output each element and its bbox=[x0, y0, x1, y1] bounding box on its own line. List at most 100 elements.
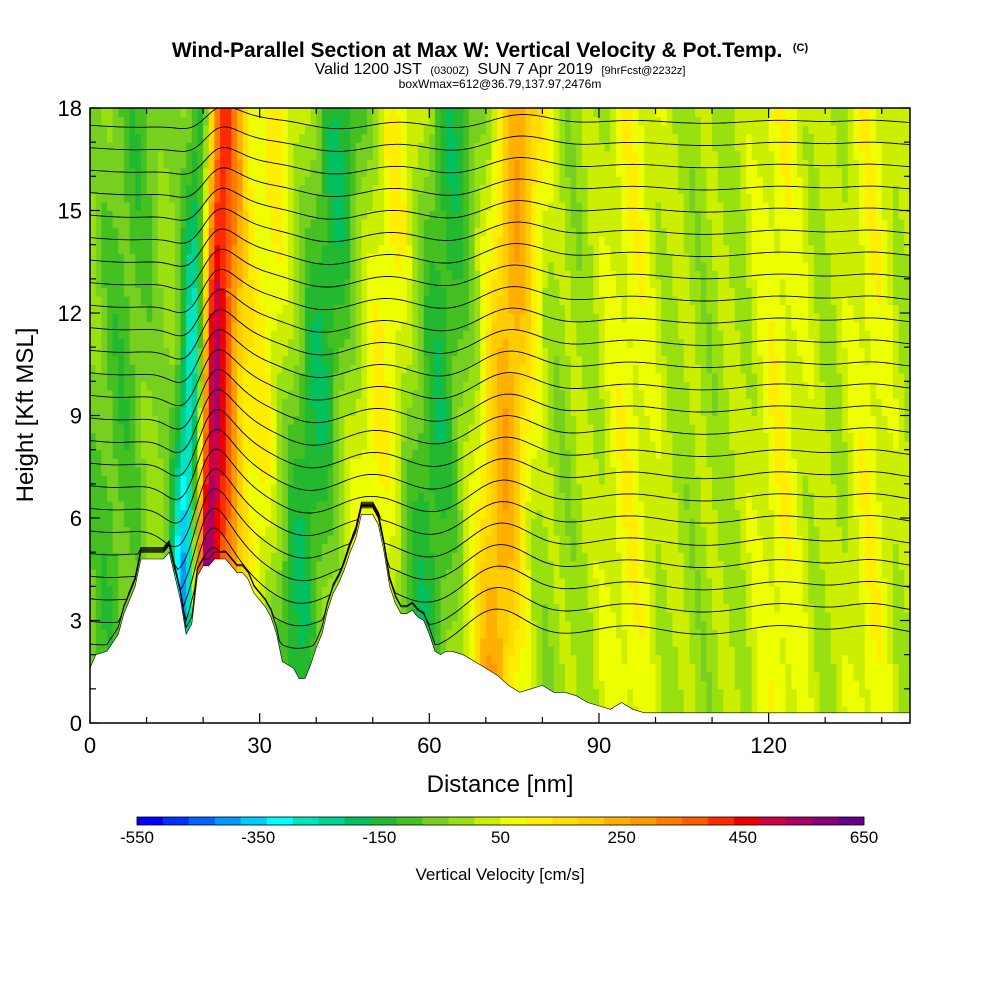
velocity-cell bbox=[344, 526, 351, 536]
velocity-cell bbox=[180, 184, 187, 195]
velocity-cell bbox=[333, 398, 340, 408]
velocity-cell bbox=[474, 116, 481, 126]
velocity-cell bbox=[90, 253, 97, 263]
velocity-cell bbox=[344, 193, 351, 203]
velocity-cell bbox=[287, 432, 295, 442]
velocity-cell bbox=[276, 432, 283, 442]
velocity-cell bbox=[316, 364, 323, 374]
velocity-cell bbox=[338, 321, 346, 331]
velocity-cell bbox=[372, 201, 380, 212]
velocity-cell bbox=[118, 244, 125, 254]
velocity-cell bbox=[118, 184, 125, 195]
velocity-cell bbox=[418, 586, 425, 596]
velocity-cell bbox=[293, 116, 300, 126]
velocity-cell bbox=[299, 338, 306, 348]
velocity-cell bbox=[378, 483, 385, 493]
velocity-cell bbox=[276, 535, 283, 545]
velocity-cell bbox=[304, 449, 312, 459]
velocity-cell bbox=[248, 227, 255, 237]
velocity-cell bbox=[254, 406, 261, 417]
velocity-cell bbox=[429, 586, 436, 596]
velocity-cell bbox=[372, 406, 380, 417]
velocity-cell bbox=[457, 347, 464, 357]
velocity-cell bbox=[468, 415, 476, 425]
velocity-cell bbox=[106, 227, 114, 237]
velocity-cell bbox=[429, 569, 436, 579]
velocity-cell bbox=[344, 381, 351, 391]
velocity-cell bbox=[123, 227, 131, 237]
velocity-cell bbox=[163, 492, 170, 502]
velocity-cell bbox=[90, 321, 97, 331]
velocity-cell bbox=[146, 535, 153, 545]
velocity-cell bbox=[395, 441, 402, 451]
velocity-cell bbox=[372, 287, 380, 297]
velocity-cell bbox=[338, 261, 346, 271]
velocity-cell bbox=[282, 261, 289, 271]
velocity-cell bbox=[231, 364, 238, 374]
velocity-cell bbox=[248, 406, 255, 417]
velocity-cell bbox=[214, 483, 221, 493]
velocity-cell bbox=[135, 535, 142, 545]
velocity-cell bbox=[468, 389, 476, 400]
velocity-cell bbox=[220, 500, 227, 511]
velocity-cell bbox=[220, 227, 227, 237]
velocity-cell bbox=[401, 441, 408, 451]
velocity-cell bbox=[282, 432, 289, 442]
velocity-cell bbox=[395, 210, 402, 220]
velocity-cell bbox=[248, 142, 255, 152]
velocity-cell bbox=[389, 586, 396, 596]
velocity-cell bbox=[463, 483, 470, 493]
velocity-cell bbox=[474, 313, 481, 323]
velocity-cell bbox=[152, 509, 159, 519]
velocity-cell bbox=[389, 475, 396, 485]
velocity-cell bbox=[406, 330, 413, 340]
velocity-cell bbox=[101, 321, 108, 331]
velocity-cell bbox=[293, 432, 300, 442]
velocity-cell bbox=[361, 466, 368, 476]
velocity-cell bbox=[344, 133, 351, 143]
velocity-cell bbox=[174, 125, 182, 135]
velocity-cell bbox=[350, 219, 357, 229]
velocity-cell bbox=[389, 287, 396, 297]
velocity-cell bbox=[434, 569, 442, 579]
velocity-cell bbox=[321, 193, 329, 203]
velocity-cell bbox=[316, 150, 323, 160]
velocity-cell bbox=[191, 150, 199, 160]
velocity-cell bbox=[112, 483, 119, 493]
velocity-cell bbox=[191, 535, 199, 545]
velocity-cell bbox=[186, 441, 193, 451]
velocity-cell bbox=[327, 492, 334, 502]
velocity-cell bbox=[282, 184, 289, 195]
velocity-cell bbox=[123, 108, 131, 118]
velocity-cell bbox=[474, 150, 481, 160]
velocity-cell bbox=[157, 466, 165, 476]
velocity-cell bbox=[242, 543, 249, 553]
velocity-cell bbox=[146, 381, 153, 391]
velocity-cell bbox=[389, 372, 396, 382]
velocity-cell bbox=[259, 278, 266, 288]
velocity-cell bbox=[474, 236, 481, 246]
velocity-cell bbox=[344, 449, 351, 459]
velocity-cell bbox=[299, 244, 306, 254]
velocity-cell bbox=[338, 167, 346, 177]
velocity-cell bbox=[106, 201, 114, 212]
velocity-cell bbox=[163, 483, 170, 493]
velocity-cell bbox=[140, 133, 148, 143]
velocity-cell bbox=[214, 398, 221, 408]
velocity-cell bbox=[254, 338, 261, 348]
velocity-cell bbox=[129, 244, 136, 254]
velocity-cell bbox=[378, 287, 385, 297]
velocity-cell bbox=[463, 458, 470, 468]
velocity-cell bbox=[180, 475, 187, 485]
velocity-cell bbox=[451, 210, 459, 220]
velocity-cell bbox=[123, 210, 131, 220]
velocity-cell bbox=[287, 338, 295, 348]
velocity-cell bbox=[214, 142, 221, 152]
velocity-cell bbox=[468, 526, 476, 536]
velocity-cell bbox=[446, 569, 453, 579]
velocity-cell bbox=[355, 210, 363, 220]
velocity-cell bbox=[282, 355, 289, 365]
velocity-cell bbox=[180, 372, 187, 382]
velocity-cell bbox=[446, 355, 453, 365]
velocity-cell bbox=[457, 355, 464, 365]
